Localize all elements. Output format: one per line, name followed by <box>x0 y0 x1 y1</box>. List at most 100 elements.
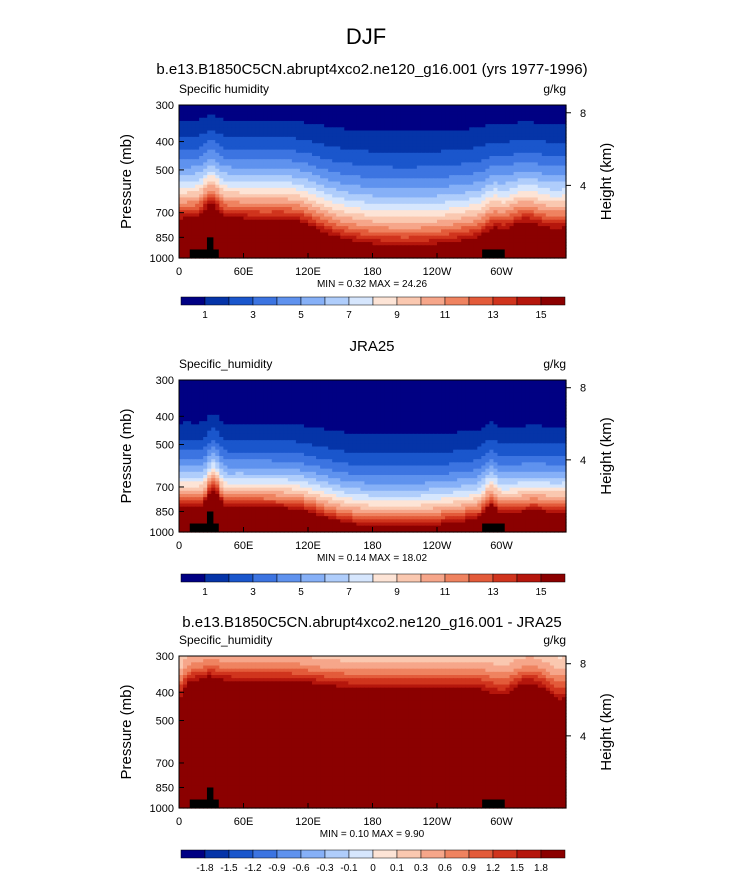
contour-cell <box>259 200 265 205</box>
contour-cell <box>400 114 406 119</box>
contour-cell <box>489 171 495 176</box>
contour-cell <box>360 171 366 176</box>
contour-cell <box>437 207 442 211</box>
contour-cell <box>243 181 249 186</box>
contour-cell <box>525 207 531 211</box>
contour-cell <box>453 130 458 135</box>
contour-cell <box>308 146 313 151</box>
contour-cell <box>521 216 527 221</box>
contour-cell <box>561 127 567 132</box>
contour-cell <box>299 168 305 173</box>
contour-cell <box>320 171 325 176</box>
colorbar-swatch <box>540 296 566 306</box>
contour-cell <box>247 184 253 189</box>
contour-cell <box>279 152 285 157</box>
contour-cell <box>388 117 394 122</box>
contour-cell <box>251 213 257 218</box>
contour-cell <box>336 124 341 128</box>
contour-cell <box>267 222 273 227</box>
contour-cell <box>485 184 491 189</box>
contour-cell <box>227 187 233 192</box>
contour-cell <box>203 149 208 154</box>
contour-cell <box>223 149 228 154</box>
y2-tick-label: 4 <box>580 180 586 192</box>
contour-cell <box>207 156 212 160</box>
contour-cell <box>271 127 277 132</box>
contour-cell <box>332 187 337 192</box>
contour-cell <box>255 140 261 144</box>
contour-cell <box>513 143 519 148</box>
contour-cell <box>396 143 402 148</box>
contour-cell <box>275 108 281 112</box>
contour-cell <box>481 184 486 189</box>
contour-cell <box>477 143 482 148</box>
contour-cell <box>271 117 277 122</box>
contour-cell <box>404 203 410 208</box>
contour-cell <box>259 216 265 221</box>
contour-cell <box>412 140 418 144</box>
contour-cell <box>497 175 503 179</box>
contour-cell <box>352 140 357 144</box>
contour-cell <box>291 175 297 179</box>
contour-cell <box>537 111 543 116</box>
contour-cell <box>392 181 398 186</box>
contour-cell <box>308 222 313 227</box>
contour-cell <box>521 200 527 205</box>
contour-cell <box>320 136 325 141</box>
contour-cell <box>211 143 216 148</box>
contour-cell <box>432 178 438 183</box>
contour-cell <box>396 152 402 157</box>
contour-cell <box>432 187 438 192</box>
contour-cell <box>485 165 491 170</box>
contour-cell <box>525 219 531 224</box>
contour-cell <box>469 168 474 173</box>
contour-cell <box>545 143 551 148</box>
contour-cell <box>203 219 208 224</box>
contour-cell <box>219 207 224 211</box>
contour-cell <box>396 197 402 202</box>
contour-cell <box>497 117 503 122</box>
contour-cell <box>303 136 309 141</box>
contour-cell <box>243 143 249 148</box>
contour-cell <box>420 187 426 192</box>
contour-cell <box>364 156 370 160</box>
contour-cell <box>424 165 430 170</box>
contour-cell <box>215 133 220 138</box>
contour-cell <box>453 184 458 189</box>
contour-cell <box>557 124 563 128</box>
contour-cell <box>199 184 204 189</box>
contour-cell <box>251 159 257 163</box>
contour-cell <box>207 108 212 112</box>
contour-cell <box>541 165 547 170</box>
contour-cell <box>187 207 192 211</box>
contour-cell <box>283 226 289 230</box>
contour-cell <box>299 143 305 148</box>
contour-cell <box>513 149 519 154</box>
contour-cell <box>312 171 317 176</box>
contour-cell <box>352 168 357 173</box>
contour-cell <box>364 222 370 227</box>
contour-cell <box>287 178 293 183</box>
contour-cell <box>517 191 523 195</box>
contour-cell <box>561 133 567 138</box>
contour-cell <box>461 210 466 214</box>
contour-cell <box>424 181 430 186</box>
contour-cell <box>453 156 458 160</box>
contour-cell <box>517 105 523 109</box>
contour-cell <box>561 168 567 173</box>
contour-cell <box>251 178 257 183</box>
contour-cell <box>259 203 265 208</box>
contour-cell <box>299 184 305 189</box>
contour-cell <box>364 140 370 144</box>
contour-cell <box>457 140 462 144</box>
contour-cell <box>517 143 523 148</box>
contour-cell <box>493 178 499 183</box>
contour-cell <box>561 203 567 208</box>
contour-cell <box>255 108 261 112</box>
contour-cell <box>384 143 390 148</box>
contour-cell <box>376 171 382 176</box>
contour-cell <box>441 159 446 163</box>
contour-cell <box>195 184 200 189</box>
contour-cell <box>557 105 563 109</box>
contour-cell <box>356 187 362 192</box>
